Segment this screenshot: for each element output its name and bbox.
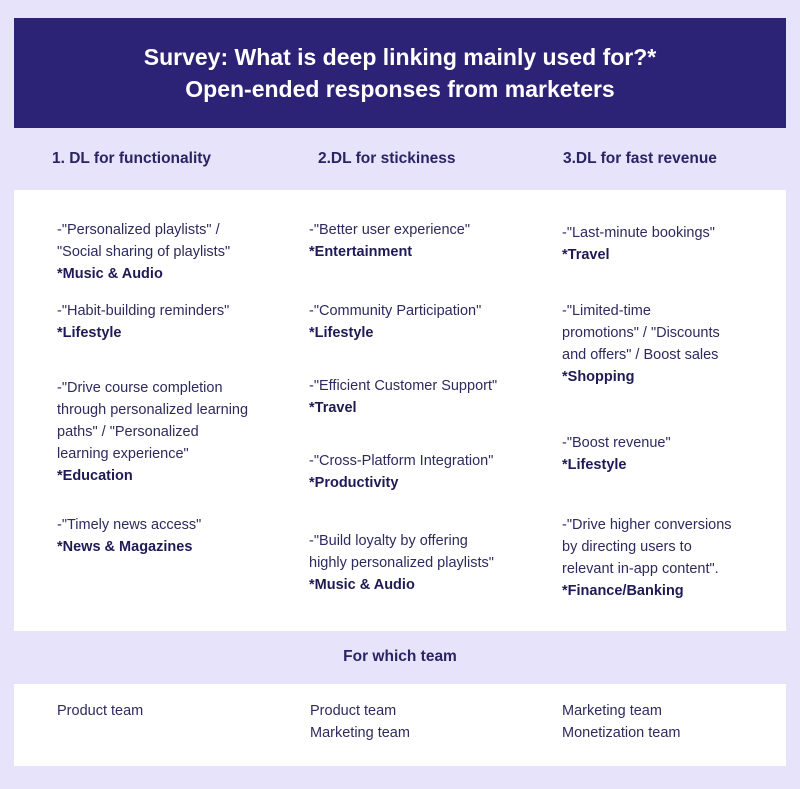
response-quote: and offers" / Boost sales — [562, 347, 719, 363]
response-quote: -"Drive course completion — [57, 380, 223, 396]
response-quote: -"Drive higher conversions — [562, 517, 732, 533]
response-entry: -"Timely news access" *News & Magazines — [57, 514, 201, 558]
response-quote: -"Limited-time — [562, 303, 651, 319]
response-entry: -"Drive higher conversions by directing … — [562, 514, 732, 602]
response-category: *Music & Audio — [57, 266, 163, 282]
team-list-functionality: Product team — [57, 700, 143, 722]
header-title-line-1: Survey: What is deep linking mainly used… — [143, 44, 657, 70]
response-quote: -"Habit-building reminders" — [57, 303, 230, 319]
response-quote: -"Last-minute bookings" — [562, 225, 715, 241]
response-entry: -"Efficient Customer Support" *Travel — [309, 375, 497, 419]
response-entry: -"Boost revenue" *Lifestyle — [562, 432, 671, 476]
response-category: *Travel — [309, 400, 357, 416]
response-quote: by directing users to — [562, 539, 692, 555]
response-quote: paths" / "Personalized — [57, 424, 199, 440]
response-entry: -"Build loyalty by offering highly perso… — [309, 530, 494, 596]
response-entry: -"Limited-time promotions" / "Discounts … — [562, 300, 720, 388]
response-quote: -"Timely news access" — [57, 517, 202, 533]
team-name: Marketing team — [310, 725, 410, 741]
response-quote: "Social sharing of playlists" — [57, 244, 231, 260]
column-heading-fast-revenue: 3.DL for fast revenue — [563, 150, 717, 167]
response-category: *Lifestyle — [562, 457, 627, 473]
team-panel: Product team Product team Marketing team… — [14, 684, 786, 766]
response-entry: -"Last-minute bookings" *Travel — [562, 222, 715, 266]
responses-panel — [14, 190, 786, 631]
team-name: Monetization team — [562, 725, 681, 741]
response-quote: -"Build loyalty by offering — [309, 533, 468, 549]
response-quote: through personalized learning — [57, 402, 249, 418]
response-entry: -"Personalized playlists" / "Social shar… — [57, 219, 230, 285]
column-heading-stickiness: 2.DL for stickiness — [318, 150, 456, 167]
response-quote: relevant in-app content". — [562, 561, 719, 577]
response-quote: -"Better user experience" — [309, 222, 471, 238]
response-category: *Productivity — [309, 475, 399, 491]
response-quote: -"Community Participation" — [309, 303, 482, 319]
response-category: *Finance/Banking — [562, 583, 684, 599]
response-category: *News & Magazines — [57, 539, 193, 555]
response-category: *Lifestyle — [57, 325, 122, 341]
team-name: Product team — [310, 703, 397, 719]
response-entry: -"Drive course completion through person… — [57, 377, 248, 487]
response-category: *Travel — [562, 247, 610, 263]
team-list-stickiness: Product team Marketing team — [310, 700, 410, 744]
response-quote: promotions" / "Discounts — [562, 325, 720, 341]
response-quote: highly personalized playlists" — [309, 555, 494, 571]
response-quote: -"Cross-Platform Integration" — [309, 453, 494, 469]
response-category: *Education — [57, 468, 133, 484]
team-section-title: For which team — [343, 648, 457, 665]
response-category: *Music & Audio — [309, 577, 415, 593]
response-category: *Lifestyle — [309, 325, 374, 341]
response-category: *Entertainment — [309, 244, 413, 260]
response-entry: -"Better user experience" *Entertainment — [309, 219, 470, 263]
response-quote: -"Boost revenue" — [562, 435, 671, 451]
response-quote: learning experience" — [57, 446, 189, 462]
response-quote: -"Efficient Customer Support" — [309, 378, 498, 394]
response-category: *Shopping — [562, 369, 635, 385]
response-entry: -"Habit-building reminders" *Lifestyle — [57, 300, 229, 344]
response-entry: -"Cross-Platform Integration" *Productiv… — [309, 450, 493, 494]
column-heading-functionality: 1. DL for functionality — [52, 150, 212, 167]
team-list-fast-revenue: Marketing team Monetization team — [562, 700, 680, 744]
survey-header: Survey: What is deep linking mainly used… — [14, 18, 786, 128]
response-quote: -"Personalized playlists" / — [57, 222, 220, 238]
team-name: Marketing team — [562, 703, 662, 719]
response-entry: -"Community Participation" *Lifestyle — [309, 300, 481, 344]
team-name: Product team — [57, 703, 144, 719]
header-title-line-2: Open-ended responses from marketers — [185, 76, 615, 102]
